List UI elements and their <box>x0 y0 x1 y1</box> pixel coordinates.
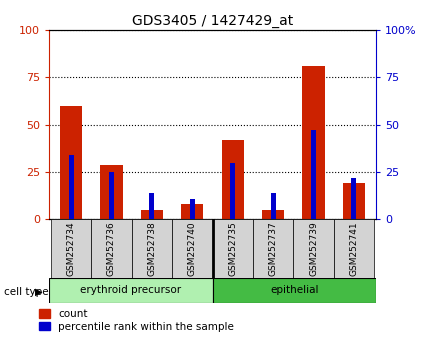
Bar <box>212 219 253 278</box>
Bar <box>190 199 195 219</box>
Text: GSM252735: GSM252735 <box>228 221 237 276</box>
Bar <box>334 219 374 278</box>
Bar <box>212 278 376 303</box>
Bar <box>49 278 212 303</box>
Text: GSM252734: GSM252734 <box>67 221 76 276</box>
Bar <box>172 219 212 278</box>
Bar <box>343 183 365 219</box>
Bar <box>293 219 334 278</box>
Text: GSM252736: GSM252736 <box>107 221 116 276</box>
Bar <box>91 219 132 278</box>
Text: GSM252741: GSM252741 <box>349 221 358 276</box>
Bar <box>303 66 325 219</box>
Text: GSM252737: GSM252737 <box>269 221 278 276</box>
Bar <box>311 131 316 219</box>
Text: ▶: ▶ <box>35 287 42 297</box>
Text: GSM252740: GSM252740 <box>188 221 197 276</box>
Legend: count, percentile rank within the sample: count, percentile rank within the sample <box>39 309 234 332</box>
Bar <box>221 140 244 219</box>
Bar <box>141 210 163 219</box>
Bar <box>230 162 235 219</box>
Text: GSM252738: GSM252738 <box>147 221 156 276</box>
Bar <box>181 204 204 219</box>
Bar <box>271 193 275 219</box>
Text: cell type: cell type <box>4 287 49 297</box>
Bar <box>132 219 172 278</box>
Bar <box>150 193 154 219</box>
Text: epithelial: epithelial <box>270 285 319 295</box>
Title: GDS3405 / 1427429_at: GDS3405 / 1427429_at <box>132 14 293 28</box>
Bar <box>351 178 356 219</box>
Bar <box>109 172 114 219</box>
Text: erythroid precursor: erythroid precursor <box>80 285 181 295</box>
Bar <box>60 106 82 219</box>
Bar <box>262 210 284 219</box>
Bar <box>51 219 91 278</box>
Text: GSM252739: GSM252739 <box>309 221 318 276</box>
Bar <box>69 155 74 219</box>
Bar <box>253 219 293 278</box>
Bar <box>100 165 122 219</box>
